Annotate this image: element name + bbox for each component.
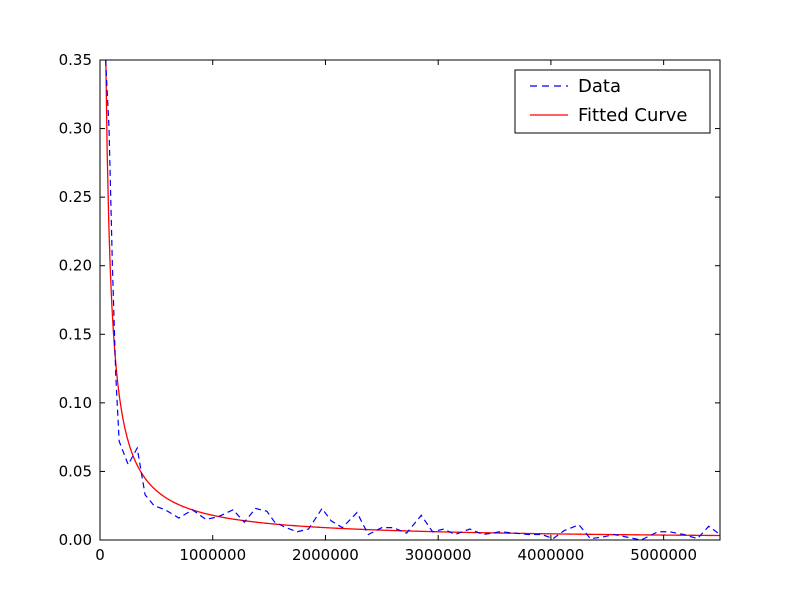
plot-area: 0 1000000 2000000 3000000 4000000 5000000 0.0… xyxy=(59,51,721,564)
series-line-data xyxy=(105,60,720,540)
x-axis: 0 1000000 2000000 3000000 4000000 5000000 xyxy=(95,60,697,564)
x-tick-label: 1000000 xyxy=(179,546,246,564)
y-tick-label: 0.30 xyxy=(59,120,92,138)
axes-frame xyxy=(99,59,721,541)
x-tick-label: 3000000 xyxy=(405,546,472,564)
legend-label-fitted-curve: Fitted Curve xyxy=(578,105,688,126)
legend-label-data: Data xyxy=(578,76,621,97)
legend-box xyxy=(514,69,711,134)
y-tick-label: 0.35 xyxy=(59,51,92,69)
y-tick-label: 0.15 xyxy=(59,325,92,343)
x-tick-label: 4000000 xyxy=(518,546,585,564)
y-tick-label: 0.00 xyxy=(59,531,92,549)
x-tick-label: 2000000 xyxy=(292,546,359,564)
y-tick-label: 0.25 xyxy=(59,188,92,206)
y-axis: 0.00 0.05 0.10 0.15 0.20 0.25 0.30 0.35 xyxy=(59,51,720,549)
x-tick-label: 0 xyxy=(95,546,105,564)
legend: Data Fitted Curve xyxy=(514,69,711,134)
y-tick-label: 0.20 xyxy=(59,257,92,275)
x-tick-label: 5000000 xyxy=(630,546,697,564)
y-tick-label: 0.10 xyxy=(59,394,92,412)
series-layer xyxy=(105,60,720,540)
y-tick-label: 0.05 xyxy=(59,462,92,480)
